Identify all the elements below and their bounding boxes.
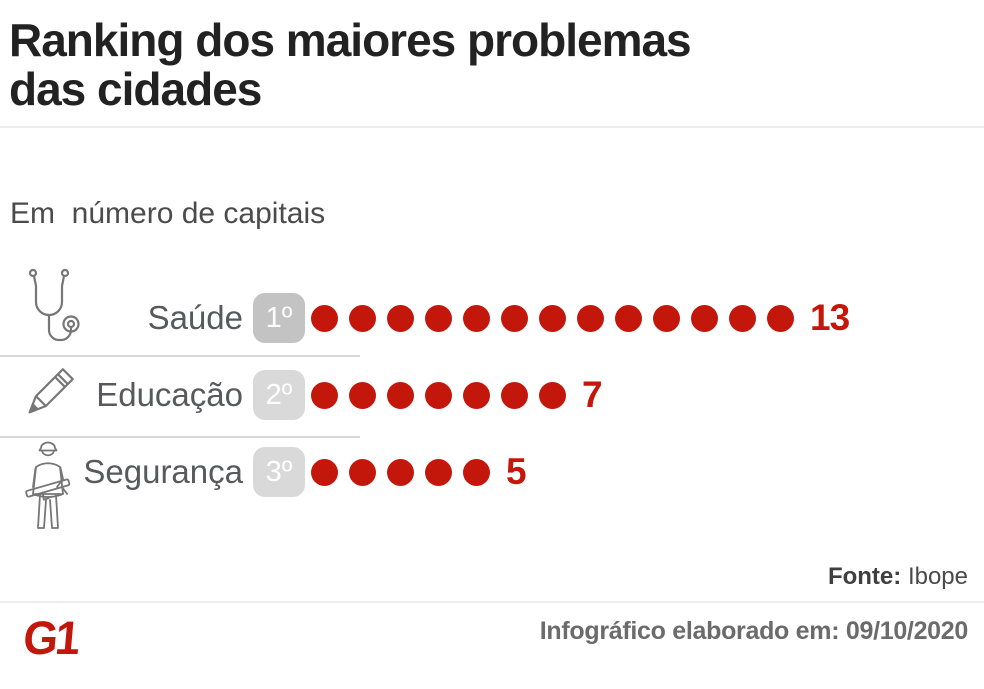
dot: [539, 381, 566, 409]
source-value: Ibope: [907, 563, 968, 590]
page-title-line-2: das cidades: [9, 63, 262, 115]
chart-subtitle: Em número de capitais: [10, 197, 326, 230]
dot: [463, 458, 490, 486]
page-title: Ranking dos maiores problemas das cidade…: [9, 14, 692, 115]
rank-badge: 1º: [253, 293, 305, 343]
dot: [311, 458, 338, 486]
security-guard-icon: [25, 441, 71, 529]
dot: [387, 304, 414, 332]
footer-divider: [0, 601, 984, 603]
category-label: Saúde: [147, 299, 243, 336]
pencil-icon: [28, 368, 74, 414]
value-label: 13: [810, 297, 850, 338]
value-label: 5: [506, 451, 527, 492]
dot: [501, 304, 528, 332]
category-label: Educação: [96, 376, 243, 413]
dot: [501, 381, 528, 409]
dot: [311, 381, 338, 409]
dot: [463, 304, 490, 332]
row-divider: [0, 355, 360, 357]
stethoscope-icon: [28, 268, 80, 342]
dot: [425, 304, 452, 332]
chart-row-seguranca: Segurança 3º 5: [0, 446, 984, 498]
dot: [653, 304, 680, 332]
g1-logo: G1: [21, 611, 80, 664]
dot: [729, 304, 756, 332]
dot: [425, 381, 452, 409]
dot-bar: [311, 304, 794, 332]
row-divider: [0, 436, 360, 438]
page-title-line-1: Ranking dos maiores problemas: [9, 14, 692, 66]
dot: [349, 381, 376, 409]
value-label: 7: [582, 374, 603, 415]
dot-bar: [311, 458, 490, 486]
dot: [463, 381, 490, 409]
dot: [615, 304, 642, 332]
dot: [387, 458, 414, 486]
credit-line: Infográfico elaborado em: 09/10/2020: [539, 617, 969, 645]
rank-badge: 3º: [253, 447, 305, 497]
dot: [349, 458, 376, 486]
source-label: Fonte:: [827, 563, 902, 590]
dot: [691, 304, 718, 332]
chart-row-saude: Saúde 1º 13: [0, 292, 984, 344]
dot: [425, 458, 452, 486]
dot: [311, 304, 338, 332]
dot: [539, 304, 566, 332]
dot: [767, 304, 794, 332]
title-divider: [0, 126, 984, 128]
dot: [387, 381, 414, 409]
source-line: Fonte: Ibope: [828, 563, 968, 591]
rank-badge: 2º: [253, 370, 305, 420]
chart-row-educacao: Educação 2º 7: [0, 369, 984, 421]
dot-bar: [311, 381, 566, 409]
dot: [577, 304, 604, 332]
category-label: Segurança: [83, 453, 243, 490]
dot: [349, 304, 376, 332]
